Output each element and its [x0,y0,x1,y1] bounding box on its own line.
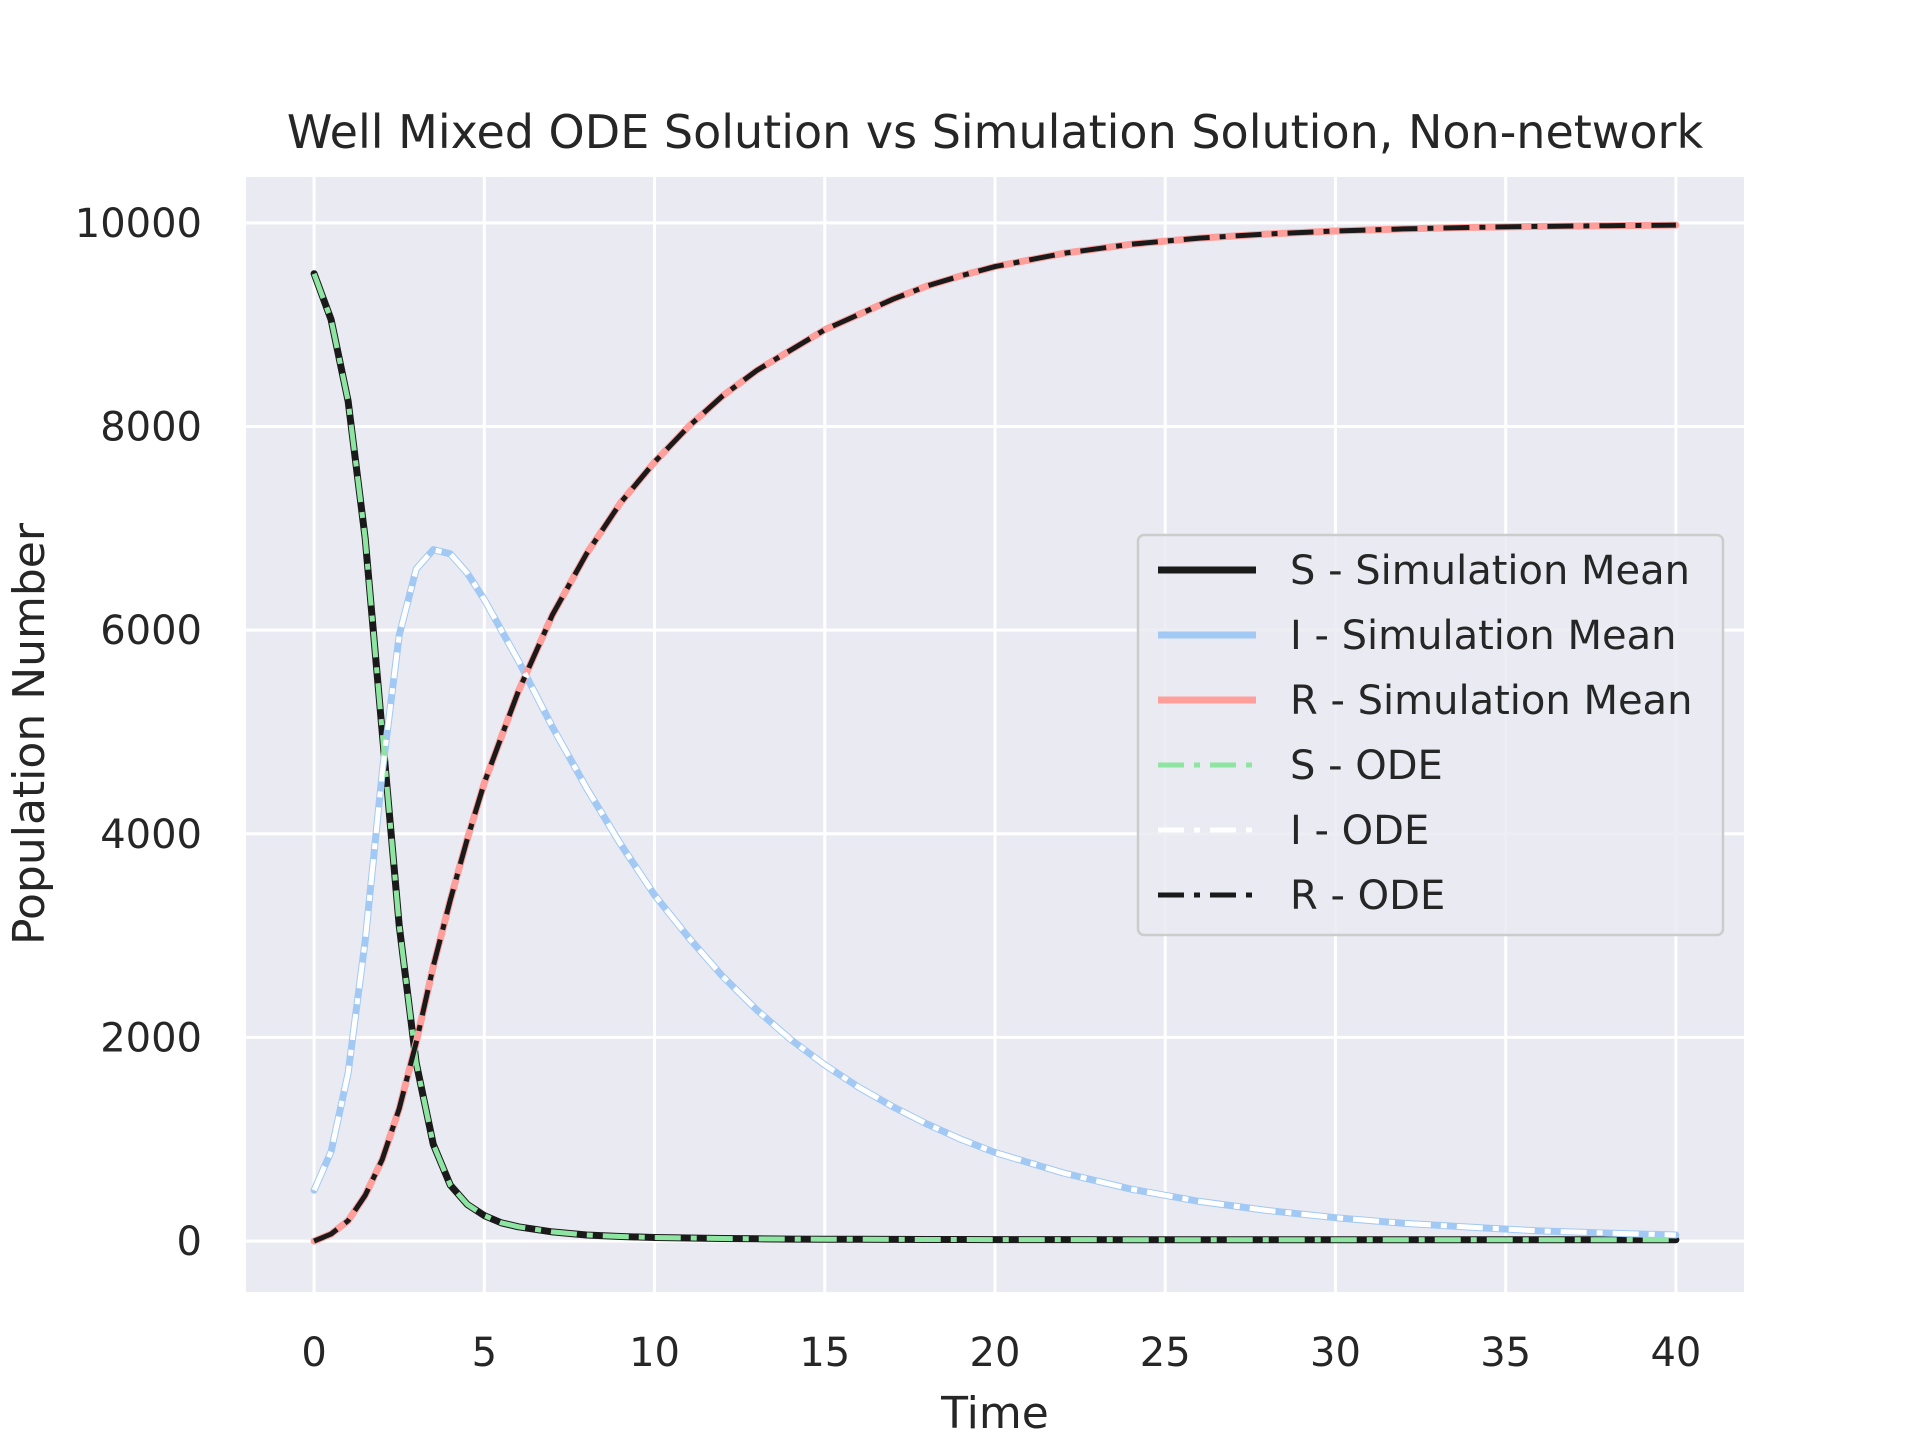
legend-label: I - ODE [1290,808,1429,854]
x-tick-label: 15 [799,1330,850,1376]
series-line-i-ode [311,547,1676,1238]
x-tick-label: 0 [301,1330,326,1376]
series-line-s-ode [311,272,1676,1243]
x-axis-label: Time [940,1388,1049,1439]
legend-label: R - ODE [1290,873,1445,919]
legend: S - Simulation Mean I - Simulation Mean R … [1136,533,1725,937]
y-tick-label: 6000 [100,608,202,654]
y-axis-label: Population Number [4,522,55,945]
x-tick-label: 20 [970,1330,1021,1376]
series-line-r-ode [313,222,1676,1244]
legend-label: S - ODE [1290,743,1443,789]
x-tick-label: 30 [1310,1330,1361,1376]
y-tick-label: 0 [177,1219,202,1265]
y-tick-label: 10000 [75,201,202,247]
x-tick-labels: 0 5 10 15 20 25 30 35 40 [301,1330,1701,1376]
y-tick-label: 4000 [100,812,202,858]
chart-title: Well Mixed ODE Solution vs Simulation So… [287,105,1704,159]
legend-label: R - Simulation Mean [1290,678,1692,724]
x-tick-label: 35 [1480,1330,1531,1376]
y-tick-label: 8000 [100,404,202,450]
legend-box [1136,533,1725,937]
series-layer [310,221,1680,1245]
x-tick-label: 40 [1650,1330,1701,1376]
legend-label: I - Simulation Mean [1290,613,1676,659]
x-tick-label: 10 [629,1330,680,1376]
y-tick-label: 2000 [100,1015,202,1061]
legend-label: S - Simulation Mean [1290,548,1690,594]
x-tick-label: 5 [472,1330,497,1376]
x-tick-label: 25 [1140,1330,1191,1376]
y-tick-labels: 0 2000 4000 6000 8000 10000 [75,201,202,1265]
